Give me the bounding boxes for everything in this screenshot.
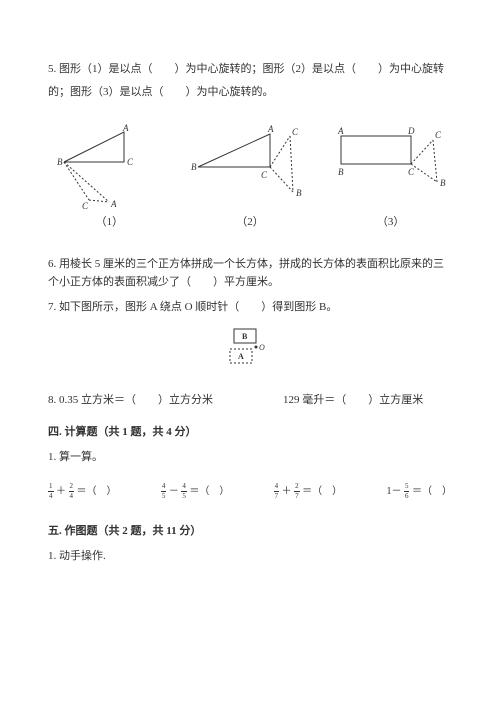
svg-text:A: A bbox=[110, 199, 117, 209]
svg-text:B: B bbox=[338, 167, 344, 177]
svg-text:O: O bbox=[259, 343, 265, 352]
eq4: 1－ 56 ＝（ ） bbox=[386, 483, 452, 500]
svg-text:C: C bbox=[261, 170, 268, 180]
svg-text:C: C bbox=[292, 127, 299, 137]
svg-text:B: B bbox=[191, 162, 197, 172]
figure-3: A D B C C B （3） bbox=[329, 122, 452, 231]
svg-text:C: C bbox=[435, 130, 442, 140]
figure-row: A B C A C （1） A B C C B （ bbox=[48, 122, 452, 231]
eq1: 14 ＋ 24 ＝（ ） bbox=[48, 483, 117, 500]
q5-1: 1. 动手操作. bbox=[48, 547, 452, 566]
svg-text:C: C bbox=[82, 201, 89, 210]
fig2-label: （2） bbox=[189, 214, 312, 231]
q8-row: 8. 0.35 立方米＝（ ）立方分米 129 毫升＝（ ）立方厘米 bbox=[48, 391, 452, 410]
svg-text:A: A bbox=[267, 124, 274, 134]
section4-title: 四. 计算题（共 1 题，共 4 分） bbox=[48, 423, 452, 442]
q7-text: 7. 如下图所示，图形 A 绕点 O 顺时针（ ）得到图形 B。 bbox=[48, 298, 452, 317]
svg-text:A: A bbox=[337, 126, 344, 136]
fig1-label: （1） bbox=[48, 214, 171, 231]
svg-text:C: C bbox=[408, 167, 415, 177]
fig3-label: （3） bbox=[329, 214, 452, 231]
figure-AB-O: B A O bbox=[52, 325, 452, 373]
svg-text:A: A bbox=[238, 352, 244, 361]
figure-2: A B C C B （2） bbox=[189, 122, 312, 231]
figure-1: A B C A C （1） bbox=[48, 122, 171, 231]
q8-left: 8. 0.35 立方米＝（ ）立方分米 bbox=[48, 391, 213, 410]
svg-text:A: A bbox=[122, 123, 129, 133]
svg-text:C: C bbox=[127, 157, 134, 167]
eq3: 47 ＋ 27 ＝（ ） bbox=[274, 483, 343, 500]
svg-text:D: D bbox=[407, 126, 415, 136]
q8-right: 129 毫升＝（ ）立方厘米 bbox=[283, 391, 423, 410]
q5-text: 5. 图形（1）是以点（ ）为中心旋转的；图形（2）是以点（ ）为中心旋转的；图… bbox=[48, 58, 452, 104]
q4-1: 1. 算一算。 bbox=[48, 448, 452, 467]
section5-title: 五. 作图题（共 2 题，共 11 分） bbox=[48, 522, 452, 541]
svg-text:B: B bbox=[440, 178, 446, 188]
svg-text:B: B bbox=[296, 188, 302, 198]
svg-text:B: B bbox=[242, 332, 248, 341]
q6-text: 6. 用棱长 5 厘米的三个正方体拼成一个长方体，拼成的长方体的表面积比原来的三… bbox=[48, 255, 452, 292]
svg-text:B: B bbox=[57, 157, 63, 167]
eq2: 45 － 45 ＝（ ） bbox=[161, 483, 230, 500]
equation-row: 14 ＋ 24 ＝（ ） 45 － 45 ＝（ ） 47 ＋ 27 ＝（ ） 1… bbox=[48, 483, 452, 500]
